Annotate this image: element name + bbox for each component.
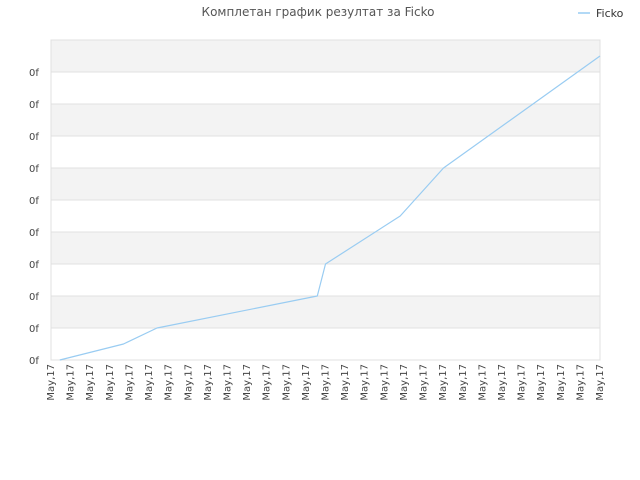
y-tick-label: 0f <box>29 196 39 207</box>
plot-band <box>51 72 600 104</box>
chart-title: Комплетан график резултат за Ficko <box>202 5 435 19</box>
x-tick-label: May,17 <box>595 364 606 401</box>
y-tick-label: 0f <box>29 100 39 111</box>
x-tick-label: May,17 <box>379 364 390 401</box>
plot-band <box>51 296 600 328</box>
y-tick-label: 0f <box>29 260 39 271</box>
legend[interactable]: Ficko <box>578 7 624 20</box>
x-tick-label: May,17 <box>321 364 332 401</box>
x-tick-label: May,17 <box>301 364 312 401</box>
x-tick-label: May,17 <box>575 364 586 401</box>
y-tick-label: 0f <box>29 164 39 175</box>
plot-band <box>51 264 600 296</box>
x-tick-label: May,17 <box>144 364 155 401</box>
y-tick-label: 0f <box>29 292 39 303</box>
y-tick-label: 0f <box>29 228 39 239</box>
x-tick-labels: May,17 May,17 May,17 May,17 May,17 May,17 May,… <box>46 364 606 401</box>
x-tick-label: May,17 <box>419 364 430 401</box>
plot-band <box>51 104 600 136</box>
x-tick-label: May,17 <box>242 364 253 401</box>
x-tick-label: May,17 <box>360 364 371 401</box>
x-tick-label: May,17 <box>556 364 567 401</box>
legend-label: Ficko <box>596 7 624 20</box>
x-tick-label: May,17 <box>517 364 528 401</box>
x-tick-label: May,17 <box>477 364 488 401</box>
x-tick-label: May,17 <box>164 364 175 401</box>
plot-band <box>51 136 600 168</box>
y-tick-label: 0f <box>29 68 39 79</box>
x-tick-label: May,17 <box>262 364 273 401</box>
y-tick-labels: 0f 0f 0f 0f 0f 0f 0f 0f 0f 0f <box>29 68 39 367</box>
plot-band <box>51 328 600 360</box>
x-tick-label: May,17 <box>399 364 410 401</box>
y-tick-label: 0f <box>29 132 39 143</box>
x-tick-label: May,17 <box>536 364 547 401</box>
x-tick-label: May,17 <box>124 364 135 401</box>
x-tick-label: May,17 <box>46 364 57 401</box>
plot-bands <box>51 40 600 360</box>
x-tick-label: May,17 <box>66 364 77 401</box>
plot-band <box>51 168 600 200</box>
x-tick-label: May,17 <box>458 364 469 401</box>
x-tick-label: May,17 <box>222 364 233 401</box>
plot-band <box>51 40 600 72</box>
x-tick-label: May,17 <box>85 364 96 401</box>
series-group <box>59 55 601 361</box>
x-tick-label: May,17 <box>203 364 214 401</box>
x-tick-label: May,17 <box>340 364 351 401</box>
plot-frame <box>50 39 601 361</box>
x-tick-label: May,17 <box>497 364 508 401</box>
x-tick-label: May,17 <box>105 364 116 401</box>
x-tick-label: May,17 <box>438 364 449 401</box>
plot-band <box>51 232 600 264</box>
x-tick-label: May,17 <box>281 364 292 401</box>
y-tick-label: 0f <box>29 356 39 367</box>
plot-band <box>51 200 600 232</box>
y-tick-label: 0f <box>29 324 39 335</box>
series-line <box>59 55 601 361</box>
x-tick-label: May,17 <box>183 364 194 401</box>
